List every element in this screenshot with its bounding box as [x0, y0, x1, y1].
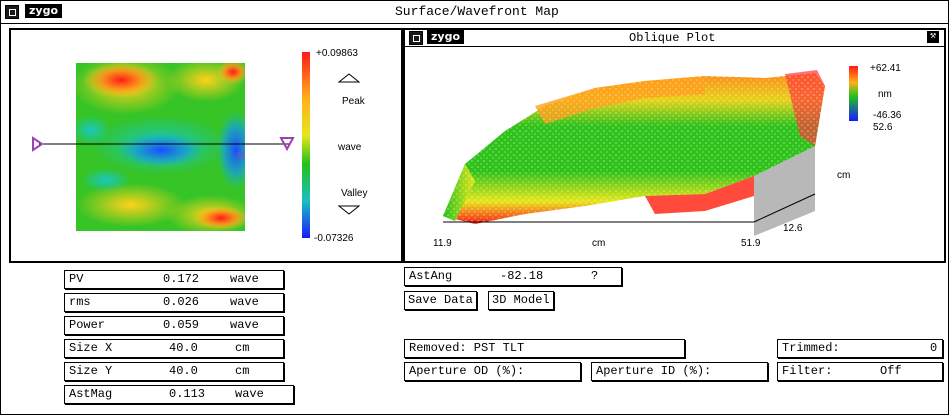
- oblique-scale-unit: nm: [878, 89, 892, 100]
- surface-map-image: [76, 63, 245, 231]
- map-peak-label: Peak: [342, 96, 365, 107]
- removed-field: Removed: PST TLT: [404, 339, 685, 358]
- stat-pv: PV 0.172 wave: [64, 270, 284, 289]
- oblique-zygo-logo: zygo: [427, 30, 465, 44]
- color-scale-bar: [302, 52, 310, 238]
- oblique-surface-texture: [443, 73, 825, 224]
- surface-map-panel: +0.09863 Peak wave Valley -0.07326: [9, 28, 403, 263]
- oblique-x-right: 51.9: [741, 238, 761, 249]
- zygo-logo: zygo: [25, 4, 63, 18]
- stat-size-y: Size Y 40.0 cm: [64, 362, 284, 381]
- oblique-scale-bottom: -46.36: [873, 110, 902, 121]
- surface-map-canvas: [32, 52, 361, 238]
- oblique-title: Oblique Plot: [629, 31, 716, 45]
- stat-astmag: AstMag 0.113 wave: [64, 385, 294, 404]
- map-valley-label: Valley: [341, 188, 368, 199]
- trimmed-field[interactable]: Trimmed: 0: [777, 339, 943, 358]
- aperture-od-field[interactable]: Aperture OD (%):: [404, 362, 581, 381]
- oblique-ridge-bottom: [645, 176, 754, 214]
- oblique-title-bar: zygo Oblique Plot ⚒: [405, 30, 944, 47]
- oblique-plot-canvas: [443, 66, 858, 236]
- stat-size-x: Size X 40.0 cm: [64, 339, 284, 358]
- oblique-color-scale: [849, 66, 858, 121]
- profile-end-handle[interactable]: [279, 137, 295, 152]
- oblique-scale-top: +62.41: [870, 63, 901, 74]
- peak-marker-icon: [337, 73, 361, 83]
- valley-marker-icon: [337, 205, 361, 215]
- window-menu-icon[interactable]: [5, 5, 19, 19]
- window-title: Surface/Wavefront Map: [395, 4, 559, 19]
- 3d-model-button[interactable]: 3D Model: [488, 291, 554, 310]
- oblique-y-bottom: 12.6: [783, 223, 803, 234]
- oblique-plot-panel: zygo Oblique Plot ⚒: [403, 28, 946, 263]
- oblique-x-unit: cm: [592, 238, 606, 249]
- save-data-button[interactable]: Save Data: [404, 291, 477, 310]
- astang-field: AstAng -82.18?: [404, 267, 622, 286]
- stat-rms: rms 0.026 wave: [64, 293, 284, 312]
- map-scale-bottom: -0.07326: [314, 233, 354, 244]
- title-bar: zygo Surface/Wavefront Map: [1, 1, 948, 24]
- profile-center-marker: [237, 151, 245, 159]
- map-unit-label: wave: [338, 142, 362, 153]
- profile-start-handle[interactable]: [32, 136, 44, 152]
- map-scale-top: +0.09863: [316, 48, 358, 59]
- oblique-menu-icon[interactable]: [409, 31, 423, 45]
- filter-field[interactable]: Filter: Off: [777, 362, 943, 381]
- oblique-x-left: 11.9: [433, 238, 452, 249]
- oblique-y-top: 52.6: [873, 122, 893, 133]
- oblique-y-axis: [753, 193, 816, 223]
- wrench-icon[interactable]: ⚒: [927, 31, 939, 43]
- aperture-id-field[interactable]: Aperture ID (%):: [591, 362, 768, 381]
- oblique-y-unit: cm: [837, 170, 851, 181]
- stat-power: Power 0.059 wave: [64, 316, 284, 335]
